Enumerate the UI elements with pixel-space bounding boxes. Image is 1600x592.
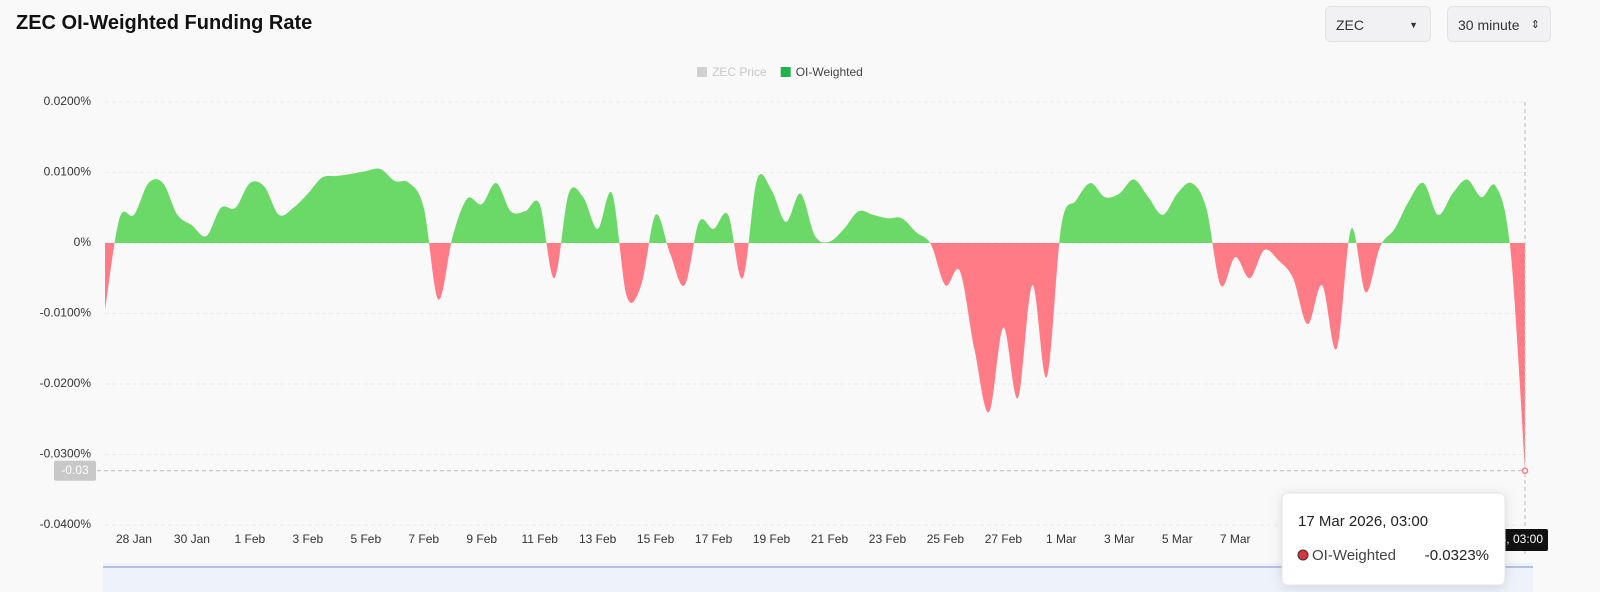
interval-select[interactable]: 30 minute ⇕ <box>1447 6 1551 42</box>
x-tick-label: 5 Feb <box>350 532 381 546</box>
y-tick-label: -0.0400% <box>40 517 92 531</box>
x-tick-label: 17 Feb <box>695 532 733 546</box>
hover-point <box>1521 467 1529 474</box>
x-tick-label: 25 Feb <box>927 532 965 546</box>
interval-value: 30 minute <box>1458 17 1520 33</box>
x-tick-label: 28 Jan <box>116 532 152 546</box>
x-tick-label: 21 Feb <box>811 532 849 546</box>
y-tick-label: -0.0200% <box>40 376 92 390</box>
x-tick-label: 3 Mar <box>1104 532 1135 546</box>
tooltip-dot <box>1297 549 1309 561</box>
crosshair-y-box <box>54 460 96 481</box>
legend-label: ZEC Price <box>712 65 767 79</box>
asset-select[interactable]: ZEC ▼ <box>1325 6 1431 42</box>
asset-value: ZEC <box>1336 17 1364 33</box>
y-tick-label: 0% <box>74 235 92 249</box>
x-tick-label: 9 Feb <box>466 532 497 546</box>
caret: ⇕ <box>1530 19 1540 31</box>
x-tick-label: 7 Feb <box>408 532 439 546</box>
x-tick-label: 3 Feb <box>293 532 324 546</box>
x-tick-label: 1 Mar <box>1046 532 1077 546</box>
y-tick-label: -0.0300% <box>40 447 92 461</box>
x-tick-label: 23 Feb <box>869 532 907 546</box>
x-tick-label: 5 Mar <box>1162 532 1193 546</box>
legend-label: OI-Weighted <box>796 65 863 79</box>
x-tick-label: 30 Jan <box>174 532 210 546</box>
y-tick-label: 0.0200% <box>44 94 92 108</box>
tooltip-value: -0.0323% <box>1425 547 1489 564</box>
x-tick-label: 1 Feb <box>235 532 266 546</box>
x-tick-label: 27 Feb <box>985 532 1023 546</box>
caret: ▼ <box>1409 20 1418 30</box>
legend-swatch <box>780 67 791 77</box>
y-tick-label: 0.0100% <box>44 165 92 179</box>
crosshair-y-label: -0.03 <box>61 463 89 477</box>
x-tick-label: 11 Feb <box>521 532 558 546</box>
legend-swatch <box>697 67 707 77</box>
tooltip <box>1281 492 1506 586</box>
positive-area <box>105 168 1525 243</box>
x-tick-label: 7 Mar <box>1220 532 1251 546</box>
x-tick-label: 13 Feb <box>579 532 617 546</box>
x-tick-label: 19 Feb <box>753 532 791 546</box>
page-title: ZEC OI-Weighted Funding Rate <box>16 12 313 34</box>
x-tick-label: 15 Feb <box>637 532 675 546</box>
tooltip-series: OI-Weighted <box>1312 547 1396 564</box>
tooltip-title: 17 Mar 2026, 03:00 <box>1298 513 1428 530</box>
y-tick-label: -0.0100% <box>40 306 92 320</box>
